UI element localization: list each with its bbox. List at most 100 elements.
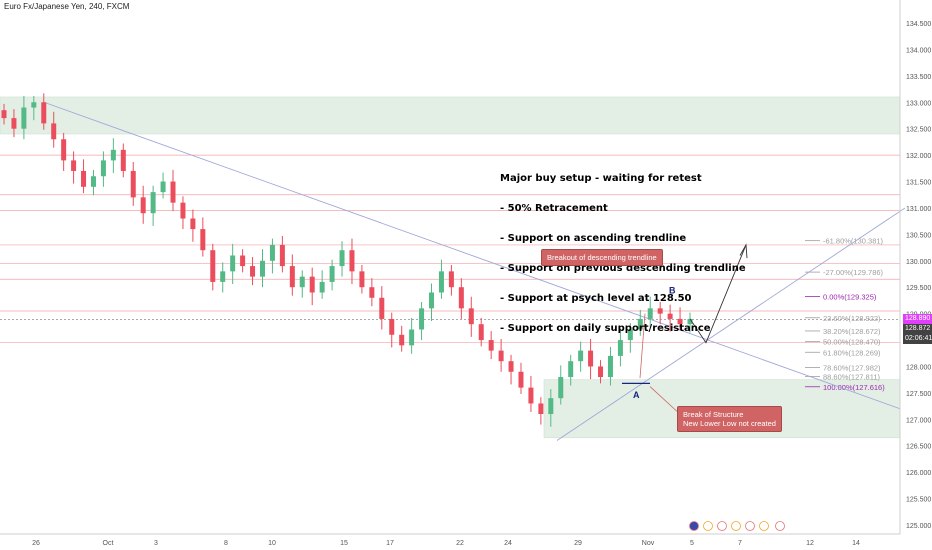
candle-body bbox=[419, 308, 425, 330]
structure-line-2: New Lower Low not created bbox=[683, 419, 776, 428]
x-tick-label: 8 bbox=[224, 540, 228, 547]
candle-body bbox=[299, 276, 305, 288]
candle-body bbox=[598, 366, 604, 378]
y-tick-label: 129.500 bbox=[906, 285, 931, 292]
candle-body bbox=[309, 276, 315, 293]
candle-body bbox=[548, 398, 554, 415]
candle-body bbox=[319, 281, 325, 293]
structure-callout[interactable]: Break of Structure New Lower Low not cre… bbox=[677, 406, 782, 432]
candle-body bbox=[458, 287, 464, 309]
projection-arrow bbox=[689, 244, 747, 344]
candle-body bbox=[339, 250, 345, 267]
note-line: - Support at psych level at 128.50 bbox=[500, 293, 692, 304]
x-tick-label: Oct bbox=[103, 540, 114, 547]
candle-body bbox=[637, 318, 643, 330]
candle-body bbox=[31, 102, 37, 108]
candle-body bbox=[627, 329, 633, 341]
y-tick-label: 126.000 bbox=[906, 470, 931, 477]
event-icons[interactable] bbox=[689, 521, 785, 531]
event-icon bbox=[775, 521, 785, 531]
candle-body bbox=[240, 255, 246, 267]
candle-body bbox=[51, 123, 57, 140]
y-tick-label: 125.000 bbox=[906, 523, 931, 530]
candle-body bbox=[588, 350, 594, 367]
candle-body bbox=[210, 250, 216, 282]
breakout-pointer bbox=[639, 313, 646, 379]
fib-level-label: 23.60%(128.922) bbox=[823, 314, 881, 323]
note-line: - 50% Retracement bbox=[500, 203, 608, 214]
x-tick-label: 17 bbox=[386, 540, 394, 547]
candle-body bbox=[438, 271, 444, 293]
event-icon bbox=[689, 521, 699, 531]
note-line: - Support on ascending trendline bbox=[500, 233, 687, 244]
y-tick-label: 130.500 bbox=[906, 232, 931, 239]
y-tick-label: 130.000 bbox=[906, 259, 931, 266]
fib-level-label: 38.20%(128.672) bbox=[823, 327, 881, 336]
x-tick-label: 12 bbox=[806, 540, 814, 547]
arrow-head-icon bbox=[739, 243, 748, 259]
candle-body bbox=[329, 266, 335, 282]
breakout-callout[interactable]: Breakout of descending trendline bbox=[541, 249, 663, 266]
point-b-label: B bbox=[669, 286, 676, 296]
candle-body bbox=[538, 403, 544, 415]
candle-body bbox=[657, 308, 663, 314]
candle-body bbox=[468, 308, 474, 325]
candle-body bbox=[617, 340, 623, 356]
fib-layer: -61.80%(130.381) -27.00%(129.786) 0.00%(12… bbox=[805, 237, 885, 392]
candle-body bbox=[389, 318, 395, 335]
candle-body bbox=[120, 149, 126, 171]
countdown-tag: 02:06:41 bbox=[903, 334, 932, 344]
y-tick-label: 134.500 bbox=[906, 21, 931, 28]
support-zone bbox=[0, 96, 901, 135]
candle-body bbox=[250, 266, 256, 277]
fib-level-label: -61.80%(130.381) bbox=[823, 237, 884, 246]
fib-level-label: 61.80%(128.269) bbox=[823, 348, 881, 357]
candle-body bbox=[448, 271, 454, 288]
candle-body bbox=[150, 192, 156, 214]
candle-body bbox=[498, 350, 504, 362]
candle-body bbox=[100, 160, 106, 177]
candle-body bbox=[110, 149, 116, 161]
candle-body bbox=[409, 329, 415, 346]
candle-body bbox=[81, 170, 87, 187]
note-line: - Support on daily support/resistance bbox=[500, 323, 711, 334]
y-tick-label: 131.000 bbox=[906, 206, 931, 213]
candle-body bbox=[568, 361, 574, 378]
candle-body bbox=[399, 334, 405, 346]
candle-body bbox=[170, 181, 176, 203]
candle-body bbox=[269, 244, 275, 261]
candle-body bbox=[71, 160, 77, 171]
candle-body bbox=[61, 139, 67, 161]
y-axis[interactable]: 134.500 134.000 133.500 133.000 132.500 132.0… bbox=[906, 21, 931, 530]
candle-body bbox=[21, 107, 27, 129]
y-tick-label: 134.000 bbox=[906, 47, 931, 54]
trendlines-layer bbox=[43, 101, 906, 441]
event-icon bbox=[759, 521, 769, 531]
x-tick-label: 26 bbox=[32, 540, 40, 547]
y-tick-label: 126.500 bbox=[906, 444, 931, 451]
candle-body bbox=[687, 318, 693, 325]
candle-body bbox=[677, 318, 683, 325]
fib-level-label: 78.60%(127.982) bbox=[823, 363, 881, 372]
last-price-tag: 128.872 bbox=[903, 324, 932, 334]
structure-line-1: Break of Structure bbox=[683, 410, 744, 419]
setup-note: Major buy setup - waiting for retest - 5… bbox=[500, 154, 746, 344]
note-line: - Support on previous descending trendli… bbox=[500, 263, 746, 274]
y-tick-label: 132.500 bbox=[906, 127, 931, 134]
candle-body bbox=[41, 102, 47, 124]
fib-level-label: -27.00%(129.786) bbox=[823, 268, 884, 277]
x-tick-label: 22 bbox=[456, 540, 464, 547]
candle-body bbox=[160, 181, 166, 193]
ascending-trendline bbox=[556, 207, 906, 441]
candle-body bbox=[220, 271, 226, 282]
candle-body bbox=[558, 377, 564, 399]
fib-level-label: 0.00%(129.325) bbox=[823, 292, 877, 301]
event-icon bbox=[703, 521, 713, 531]
candle-body bbox=[259, 260, 265, 277]
candle-body bbox=[528, 387, 534, 404]
x-axis[interactable]: 26 Oct 3 8 10 15 17 22 24 29 Nov 5 7 12 14 bbox=[32, 540, 860, 547]
plot-area[interactable] bbox=[0, 0, 900, 534]
x-tick-label: 10 bbox=[268, 540, 276, 547]
candle-body bbox=[90, 176, 96, 187]
